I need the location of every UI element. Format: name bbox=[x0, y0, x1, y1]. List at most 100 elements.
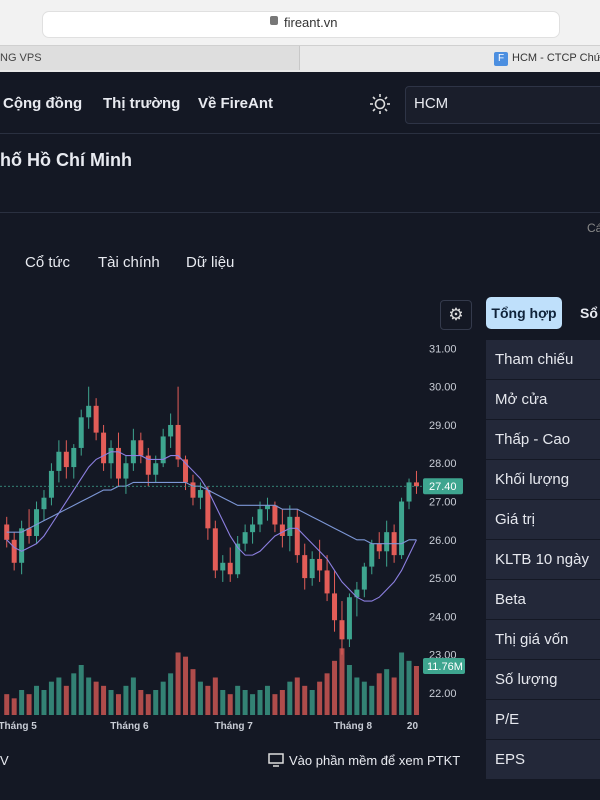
monitor-icon bbox=[268, 753, 284, 767]
candle-body bbox=[279, 524, 285, 536]
candle-body bbox=[346, 597, 352, 640]
candle-body bbox=[160, 436, 166, 464]
candle-body bbox=[294, 516, 300, 556]
volume-bar bbox=[376, 673, 382, 715]
panel-row: Khối lượng bbox=[486, 460, 600, 499]
candle-body bbox=[250, 524, 256, 533]
search-box[interactable] bbox=[405, 86, 600, 124]
volume-bar bbox=[153, 690, 159, 715]
candle-body bbox=[235, 543, 241, 575]
volume-bar bbox=[235, 685, 241, 715]
volume-bar bbox=[197, 681, 203, 715]
volume-bar bbox=[324, 673, 330, 715]
volume-bar bbox=[279, 690, 285, 715]
ptkt-link[interactable]: Vào phần mềm để xem PTKT bbox=[289, 753, 461, 768]
panel-row: Mở cửa bbox=[486, 380, 600, 419]
candle-body bbox=[257, 509, 263, 525]
volume-bar bbox=[48, 681, 54, 715]
candle-body bbox=[86, 405, 92, 418]
y-tick-label: 25.00 bbox=[429, 573, 457, 585]
search-text: HCM bbox=[414, 95, 449, 112]
volume-bar bbox=[227, 694, 233, 715]
volume-bar bbox=[309, 690, 315, 715]
nav-item[interactable]: Thị trường bbox=[103, 95, 181, 112]
volume-bar bbox=[294, 677, 300, 715]
candlestick-chart: 31.00 30.00 29.00 28.00 27.00 26.00 25.00 24.00… bbox=[0, 343, 465, 732]
candle-body bbox=[138, 440, 144, 456]
candle-body bbox=[168, 424, 174, 437]
volume-tag-bg bbox=[423, 658, 465, 674]
candle-body bbox=[354, 589, 360, 598]
tab-item[interactable]: Tài chính bbox=[98, 254, 160, 271]
url-field[interactable] bbox=[42, 11, 560, 38]
lock-icon bbox=[270, 16, 278, 25]
y-tick-label: 24.00 bbox=[429, 611, 457, 623]
volume-bar bbox=[369, 685, 375, 715]
candle-body bbox=[101, 432, 107, 464]
candle-body bbox=[242, 532, 248, 544]
volume-tag: 11.76M bbox=[427, 661, 463, 673]
candle-body bbox=[34, 509, 40, 536]
volume-bar bbox=[257, 690, 263, 715]
volume-bar bbox=[78, 665, 84, 715]
volume-bar bbox=[168, 673, 174, 715]
x-tick-label: Tháng 5 bbox=[0, 721, 37, 732]
candle-body bbox=[361, 566, 367, 590]
candle-body bbox=[332, 593, 338, 621]
price-tag: 27.40 bbox=[429, 481, 457, 493]
volume-bar bbox=[130, 677, 136, 715]
settings-button[interactable]: ⚙ bbox=[440, 300, 472, 330]
volume-bar bbox=[138, 690, 144, 715]
candle-body bbox=[123, 463, 129, 479]
y-tick-label: 27.00 bbox=[429, 497, 457, 509]
nav-item[interactable]: Cộng đồng bbox=[3, 95, 83, 112]
volume-bar bbox=[339, 648, 345, 715]
volume-bar bbox=[242, 690, 248, 715]
volume-bar bbox=[190, 669, 196, 715]
nav-item[interactable]: Về FireAnt bbox=[198, 95, 274, 112]
candle-body bbox=[48, 470, 54, 498]
volume-bar bbox=[108, 690, 114, 715]
y-tick-label: 22.00 bbox=[429, 688, 457, 700]
candle-body bbox=[11, 539, 17, 563]
candle-body bbox=[369, 543, 375, 567]
panel-row: EPS bbox=[486, 740, 600, 779]
candle-body bbox=[272, 505, 278, 525]
volume-bar bbox=[56, 677, 62, 715]
tab-item[interactable]: Cổ tức bbox=[25, 254, 71, 271]
theme-icon[interactable] bbox=[369, 93, 391, 115]
y-tick-label: 29.00 bbox=[429, 420, 457, 432]
candle-body bbox=[78, 417, 84, 448]
candle-body bbox=[108, 447, 114, 464]
volume-bar bbox=[287, 681, 293, 715]
candle-body bbox=[413, 482, 419, 487]
candle-body bbox=[145, 455, 151, 475]
volume-bar bbox=[264, 685, 270, 715]
volume-bar bbox=[19, 690, 25, 715]
volume-bar bbox=[175, 652, 181, 715]
volume-bar bbox=[399, 652, 405, 715]
panel-row: Giá trị bbox=[486, 500, 600, 539]
x-tick-label: Tháng 6 bbox=[110, 721, 149, 732]
candle-body bbox=[130, 440, 136, 464]
candle-body bbox=[183, 459, 189, 483]
panel-tab[interactable]: Tổng hợp bbox=[486, 297, 562, 329]
panel-row: Thị giá vốn bbox=[486, 620, 600, 659]
tab-item[interactable]: Dữ liệu bbox=[186, 254, 235, 271]
candle-body bbox=[41, 497, 47, 510]
tab[interactable] bbox=[0, 46, 300, 70]
volume-bar bbox=[346, 665, 352, 715]
price-tag-bg bbox=[423, 478, 463, 495]
corner-text: Cá bbox=[587, 221, 600, 235]
moving-average bbox=[6, 451, 417, 602]
divider bbox=[0, 133, 600, 134]
panel-tab[interactable]: Sổ l bbox=[580, 305, 600, 321]
tab-title[interactable]: HCM - CTCP Chứng bbox=[512, 52, 600, 64]
volume-bar bbox=[160, 681, 166, 715]
y-tick-label: 26.00 bbox=[429, 535, 457, 547]
panel-row: Số lượng CPLH bbox=[486, 660, 600, 727]
volume-bar bbox=[183, 656, 189, 715]
candle-body bbox=[287, 516, 293, 536]
volume-bar bbox=[86, 677, 92, 715]
